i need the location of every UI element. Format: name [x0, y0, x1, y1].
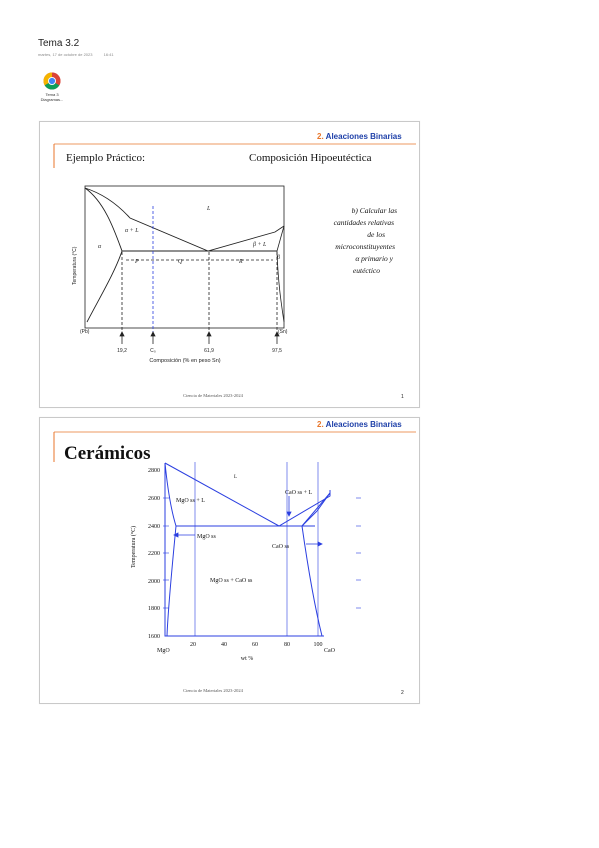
- region-cao-l: CaO ss + L: [285, 490, 313, 496]
- region-cao-ss: CaO ss: [272, 544, 290, 550]
- svg-text:microconstituyentes: microconstituyentes: [335, 242, 395, 251]
- svg-text:20: 20: [190, 642, 196, 648]
- svg-text:60: 60: [252, 642, 258, 648]
- region-two-phase: MgO ss + CaO ss: [210, 578, 253, 584]
- attachment-name-line2: Diagramas...: [40, 97, 64, 102]
- segment-p: P: [134, 259, 139, 265]
- slide-2-footer: Ciencia de Materiales 2023-2024: [183, 688, 244, 693]
- slide-2-canvas: 2. Aleaciones Binarias Cerámicos: [53, 420, 416, 696]
- svg-text:1600: 1600: [148, 634, 160, 640]
- slide-1-tick-labels: 19,2 C₀ 61,9 97,5: [117, 348, 282, 354]
- svg-text:b) Calcular las: b) Calcular las: [352, 206, 397, 215]
- attachment-name-line1: Tema 3: [45, 92, 59, 97]
- slide-2-title: Cerámicos: [64, 443, 151, 464]
- segment-q: Q: [178, 259, 183, 265]
- slide-1-page-number: 1: [401, 394, 404, 400]
- slide-2-header: 2. Aleaciones Binarias: [317, 420, 402, 429]
- mgo-cao-arrows: [173, 496, 323, 547]
- svg-text:cantidades relativas: cantidades relativas: [334, 218, 394, 227]
- slide-1-question: b) Calcular las cantidades relativas de …: [334, 206, 397, 275]
- mgo-cao-phase-diagram: MgO ss + L CaO ss + L MgO ss CaO ss MgO …: [130, 462, 361, 662]
- slide-1: 2. Aleaciones Binarias Ejemplo Práctico: …: [39, 121, 420, 408]
- slide-1-canvas: 2. Aleaciones Binarias Ejemplo Práctico: …: [53, 132, 416, 400]
- slide-1-header: 2. Aleaciones Binarias: [317, 132, 402, 141]
- svg-text:2400: 2400: [148, 524, 160, 530]
- tick-97-5: 97,5: [272, 348, 282, 354]
- mgo-cao-region-labels: MgO ss + L CaO ss + L MgO ss CaO ss MgO …: [176, 475, 313, 584]
- region-alpha-l: α + L: [125, 228, 139, 234]
- page-meta: martes, 17 de octubre de 2023 16:41: [38, 52, 124, 57]
- mgo-cao-right-end: CaO: [324, 648, 336, 654]
- mgo-cao-left-end: MgO: [157, 648, 170, 654]
- slide-1-right-end: (Sn): [278, 329, 288, 335]
- tick-19-2: 19,2: [117, 348, 127, 354]
- svg-text:2000: 2000: [148, 579, 160, 585]
- region-mgo-ss: MgO ss: [197, 534, 217, 540]
- slide-1-x-axis-label: Composición (% en peso Sn): [149, 358, 220, 364]
- page-time: 16:41: [103, 52, 114, 57]
- page-date: martes, 17 de octubre de 2023: [38, 52, 93, 57]
- region-beta-l: β + L: [252, 242, 267, 248]
- page-title: Tema 3.2: [38, 38, 80, 49]
- region-l: L: [206, 206, 211, 212]
- svg-text:de los: de los: [367, 230, 385, 239]
- tick-c0: C₀: [150, 348, 156, 354]
- mgo-cao-phase-lines: [164, 462, 331, 637]
- slide-1-tick-arrows: [119, 331, 280, 344]
- slide-1-right-title: Composición Hipoeutéctica: [249, 152, 372, 164]
- slide-1-footer: Ciencia de Materiales 2023-2024: [183, 393, 244, 398]
- mgo-cao-grid: [163, 462, 361, 636]
- svg-text:100: 100: [314, 642, 323, 648]
- chrome-icon: [43, 72, 61, 90]
- region-alpha: α: [98, 244, 102, 250]
- slide-2-page-number: 2: [401, 690, 404, 696]
- slide-1-y-axis-label: Temperatura (°C): [72, 246, 78, 285]
- svg-text:80: 80: [284, 642, 290, 648]
- region-mgo-l: MgO ss + L: [176, 498, 205, 504]
- svg-text:40: 40: [221, 642, 227, 648]
- mgo-cao-x-ticks: 20 40 60 80 100: [190, 642, 323, 648]
- svg-text:2200: 2200: [148, 551, 160, 557]
- pb-sn-region-labels: L α + L α β + L β P Q R: [98, 206, 280, 265]
- svg-text:1800: 1800: [148, 606, 160, 612]
- slide-1-left-end: (Pb): [80, 329, 90, 335]
- mgo-cao-y-axis-label: Temperatura (°C): [130, 526, 137, 568]
- pb-sn-dashed-lines: [121, 206, 278, 332]
- svg-text:2600: 2600: [148, 496, 160, 502]
- svg-text:α primario y: α primario y: [355, 254, 393, 263]
- region-l: L: [234, 475, 237, 480]
- pb-sn-phase-diagram: [84, 185, 285, 329]
- attachment[interactable]: Tema 3 Diagramas...: [36, 72, 68, 102]
- svg-text:2800: 2800: [148, 468, 160, 474]
- mgo-cao-x-axis-label: wt %: [241, 656, 254, 662]
- segment-r: R: [238, 259, 243, 265]
- slide-1-left-title: Ejemplo Práctico:: [66, 152, 145, 164]
- svg-text:eutéctico: eutéctico: [353, 266, 380, 275]
- slide-2: 2. Aleaciones Binarias Cerámicos: [39, 417, 420, 704]
- region-beta: β: [276, 255, 280, 261]
- tick-61-9: 61,9: [204, 348, 214, 354]
- mgo-cao-y-ticks: 2800 2600 2400 2200 2000 1800 1600: [148, 468, 160, 640]
